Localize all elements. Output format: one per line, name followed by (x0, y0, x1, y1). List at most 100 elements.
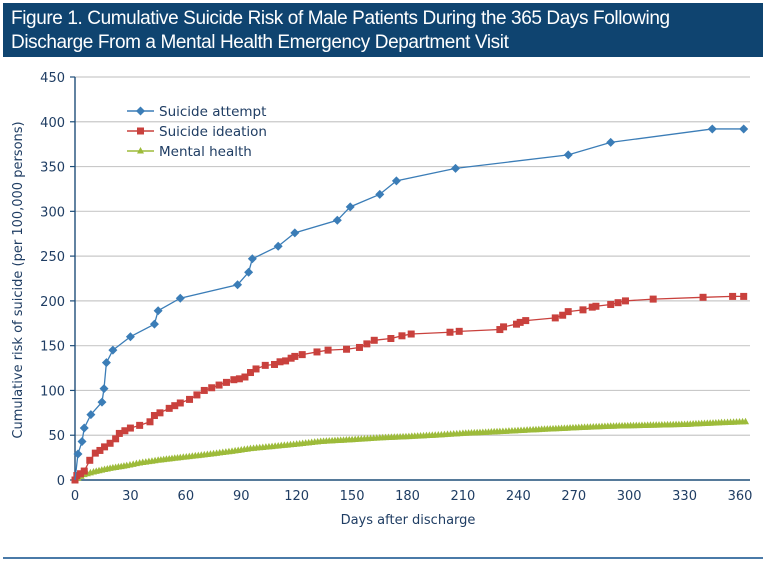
data-point-square (282, 357, 290, 365)
data-point-square (398, 332, 406, 340)
legend-item: Suicide ideation (127, 124, 267, 140)
bottom-divider (3, 557, 763, 559)
data-point-square (522, 317, 530, 325)
data-point-square (241, 373, 249, 381)
data-point-square (165, 404, 173, 412)
x-tick-label: 150 (340, 489, 365, 504)
data-point-square (579, 306, 587, 314)
data-point-diamond (606, 137, 616, 147)
data-point-diamond (125, 332, 135, 342)
data-point-diamond (153, 306, 163, 316)
x-tick-label: 0 (71, 489, 79, 504)
data-point-diamond (391, 176, 401, 186)
data-point-diamond (73, 449, 83, 459)
x-tick-label: 330 (672, 489, 697, 504)
data-point-square (588, 303, 596, 311)
data-point-square (156, 409, 164, 417)
data-point-square (516, 318, 524, 326)
data-point-diamond (451, 163, 461, 173)
legend-item: Suicide attempt (127, 104, 266, 120)
data-point-diamond (739, 124, 749, 134)
data-point-square (230, 376, 238, 384)
data-point-square (699, 293, 707, 301)
y-axis-title: Cumulative risk of suicide (per 100,000 … (11, 121, 26, 438)
x-tick-label: 300 (617, 489, 642, 504)
y-tick-label: 400 (40, 116, 65, 131)
data-point-square (324, 346, 332, 354)
data-point-diamond (86, 410, 96, 420)
data-point-square (261, 361, 269, 369)
axes (70, 76, 750, 481)
data-point-diamond (175, 293, 185, 303)
data-point-diamond (99, 384, 109, 394)
data-point-square (592, 302, 600, 310)
data-point-square (407, 330, 415, 338)
x-tick-label: 180 (395, 489, 420, 504)
data-point-square (276, 358, 284, 366)
data-point-square (77, 470, 85, 478)
data-point-square (208, 384, 216, 392)
data-point-square (363, 340, 371, 348)
x-tick-label: 360 (728, 489, 753, 504)
y-tick-label: 50 (48, 429, 65, 444)
data-point-square (455, 327, 463, 335)
data-point-triangle (742, 417, 750, 425)
data-point-square (355, 343, 363, 351)
y-tick-label: 0 (57, 474, 65, 489)
data-point-diamond (345, 202, 355, 212)
y-tick-label: 350 (40, 161, 65, 176)
data-point-square (740, 292, 748, 300)
legend: Suicide attempt Suicide ideation Mental he… (127, 104, 267, 160)
data-point-diamond (136, 106, 145, 116)
data-point-triangle (137, 147, 144, 154)
data-point-square (215, 381, 223, 389)
data-point-square (387, 335, 395, 343)
data-point-square (551, 314, 559, 322)
series-group (71, 124, 750, 484)
data-point-square (313, 348, 321, 356)
data-point-square (73, 472, 81, 480)
data-point-diamond (273, 241, 283, 251)
data-point-diamond (247, 254, 257, 264)
data-point-square (235, 375, 243, 383)
data-point-square (729, 292, 737, 300)
data-point-diamond (97, 397, 107, 407)
data-point-diamond (233, 280, 243, 290)
x-tick-label: 120 (284, 489, 309, 504)
data-point-diamond (332, 215, 342, 225)
data-point-square (171, 402, 179, 410)
data-point-square (186, 395, 194, 403)
y-tick-label: 150 (40, 340, 65, 355)
x-tick-label: 270 (561, 489, 586, 504)
x-tick-labels: 0 30 60 90 120 150 180 210 240 270 300 330 360 (71, 489, 753, 504)
data-point-square (496, 326, 504, 334)
data-point-square (252, 365, 260, 373)
series-suicide-ideation (71, 292, 748, 484)
data-point-square (80, 467, 88, 475)
data-point-square (298, 351, 306, 359)
data-point-diamond (149, 319, 159, 329)
y-tick-label: 200 (40, 295, 65, 310)
y-tick-label: 300 (40, 205, 65, 220)
data-point-square (106, 439, 114, 447)
y-tick-label: 450 (40, 71, 65, 86)
data-point-diamond (108, 345, 118, 355)
data-point-diamond (290, 228, 300, 238)
data-point-square (559, 311, 567, 319)
data-point-diamond (79, 423, 89, 433)
x-tick-label: 30 (122, 489, 139, 504)
data-point-diamond (563, 150, 573, 160)
data-point-square (146, 418, 154, 426)
data-point-square (193, 391, 201, 399)
data-point-square (101, 443, 109, 451)
data-point-diamond (244, 267, 254, 277)
data-point-square (112, 435, 120, 443)
data-point-square (246, 369, 254, 377)
data-point-square (291, 352, 299, 360)
gridlines (75, 76, 750, 436)
figure-title-bar: Figure 1. Cumulative Suicide Risk of Mal… (3, 3, 763, 57)
data-point-square (91, 449, 99, 457)
series-suicide-attempt (73, 124, 749, 481)
y-tick-label: 100 (40, 384, 65, 399)
data-point-square (96, 446, 104, 454)
